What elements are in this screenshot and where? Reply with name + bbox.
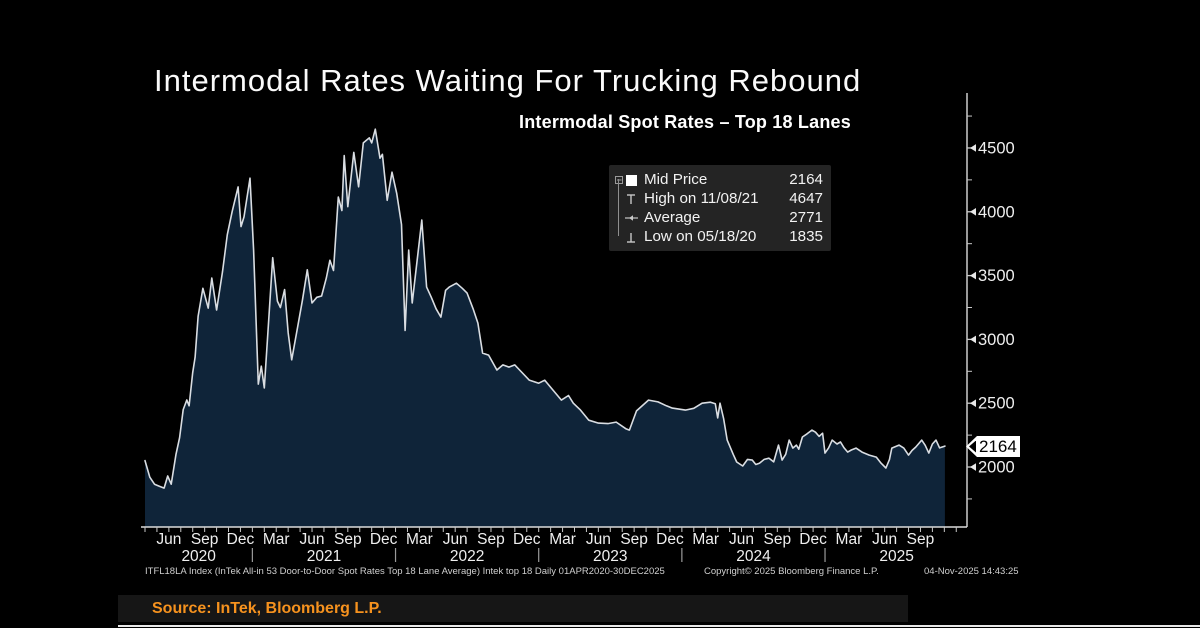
svg-text:Mar: Mar <box>836 531 863 548</box>
svg-text:Jun: Jun <box>156 531 181 548</box>
legend-label: High on 11/08/21 <box>644 190 759 207</box>
svg-text:Sep: Sep <box>191 531 219 548</box>
svg-text:2500: 2500 <box>978 395 1015 413</box>
svg-text:2024: 2024 <box>736 548 771 565</box>
svg-text:Sep: Sep <box>764 531 792 548</box>
legend-value: 2164 <box>789 171 823 188</box>
svg-text:Jun: Jun <box>586 531 611 548</box>
svg-text:Jun: Jun <box>872 531 897 548</box>
legend-row-mid-price[interactable]: Mid Price 2164 <box>614 170 823 189</box>
svg-text:4000: 4000 <box>978 203 1015 221</box>
legend-value: 2771 <box>789 209 823 226</box>
svg-text:Sep: Sep <box>334 531 362 548</box>
svg-text:Dec: Dec <box>370 531 398 548</box>
svg-text:Dec: Dec <box>513 531 541 548</box>
svg-text:Mar: Mar <box>406 531 433 548</box>
svg-text:Jun: Jun <box>443 531 468 548</box>
mid-price-square-icon <box>614 173 644 187</box>
svg-text:2020: 2020 <box>181 548 216 565</box>
timestamp: 04-Nov-2025 14:43:25 <box>924 566 1019 577</box>
legend-row-low[interactable]: Low on 05/18/20 1835 <box>614 227 823 246</box>
legend-row-high[interactable]: High on 11/08/21 4647 <box>614 189 823 208</box>
legend-value: 1835 <box>789 228 823 245</box>
svg-text:Dec: Dec <box>227 531 255 548</box>
svg-text:Sep: Sep <box>620 531 648 548</box>
legend-connector-line <box>618 179 619 236</box>
svg-text:Sep: Sep <box>907 531 935 548</box>
svg-text:Dec: Dec <box>656 531 684 548</box>
legend-row-average[interactable]: Average 2771 <box>614 208 823 227</box>
svg-text:Dec: Dec <box>799 531 827 548</box>
svg-text:3500: 3500 <box>978 267 1015 285</box>
legend-label: Low on 05/18/20 <box>644 228 757 245</box>
svg-text:Jun: Jun <box>300 531 325 548</box>
svg-text:3000: 3000 <box>978 331 1015 349</box>
badge-arrow-icon <box>969 440 976 453</box>
low-whisker-icon <box>614 230 644 244</box>
y-axis: 2000 2500 3000 3500 4000 4500 <box>966 93 1015 527</box>
copyright-note: Copyright© 2025 Bloomberg Finance L.P. <box>704 566 879 577</box>
price-area-series <box>145 129 945 527</box>
svg-text:Sep: Sep <box>477 531 505 548</box>
average-marker-icon <box>614 211 644 225</box>
high-whisker-icon <box>614 192 644 206</box>
legend-value: 4647 <box>789 190 823 207</box>
price-line-series <box>144 128 946 489</box>
source-attribution: Source: InTek, Bloomberg L.P. <box>152 600 382 617</box>
last-price-badge: 2164 <box>966 436 1020 457</box>
page-title: Intermodal Rates Waiting For Trucking Re… <box>154 62 862 98</box>
svg-text:Mar: Mar <box>549 531 576 548</box>
svg-text:2022: 2022 <box>450 548 484 565</box>
legend-label: Average <box>644 209 701 226</box>
legend-label: Mid Price <box>644 171 708 188</box>
index-description: ITFL18LA Index (InTek All-in 53 Door-to-… <box>145 566 665 577</box>
x-axis: Jun Sep Dec Mar Jun Sep Dec Mar Jun Sep Dec Mar Jun S… <box>141 526 967 565</box>
svg-text:2025: 2025 <box>879 548 913 565</box>
svg-text:Mar: Mar <box>263 531 290 548</box>
source-band <box>118 595 908 622</box>
chart-subtitle: Intermodal Spot Rates – Top 18 Lanes <box>519 112 851 132</box>
last-price-value: 2164 <box>979 437 1017 456</box>
svg-text:2021: 2021 <box>307 548 341 565</box>
svg-text:Mar: Mar <box>692 531 719 548</box>
svg-text:4500: 4500 <box>978 139 1015 157</box>
svg-text:2023: 2023 <box>593 548 627 565</box>
svg-text:Jun: Jun <box>729 531 754 548</box>
bottom-divider <box>118 625 1200 627</box>
legend-tracker-box[interactable]: Mid Price 2164 High on 11/08/21 4647 Ave… <box>609 165 831 251</box>
svg-text:2000: 2000 <box>978 459 1015 477</box>
